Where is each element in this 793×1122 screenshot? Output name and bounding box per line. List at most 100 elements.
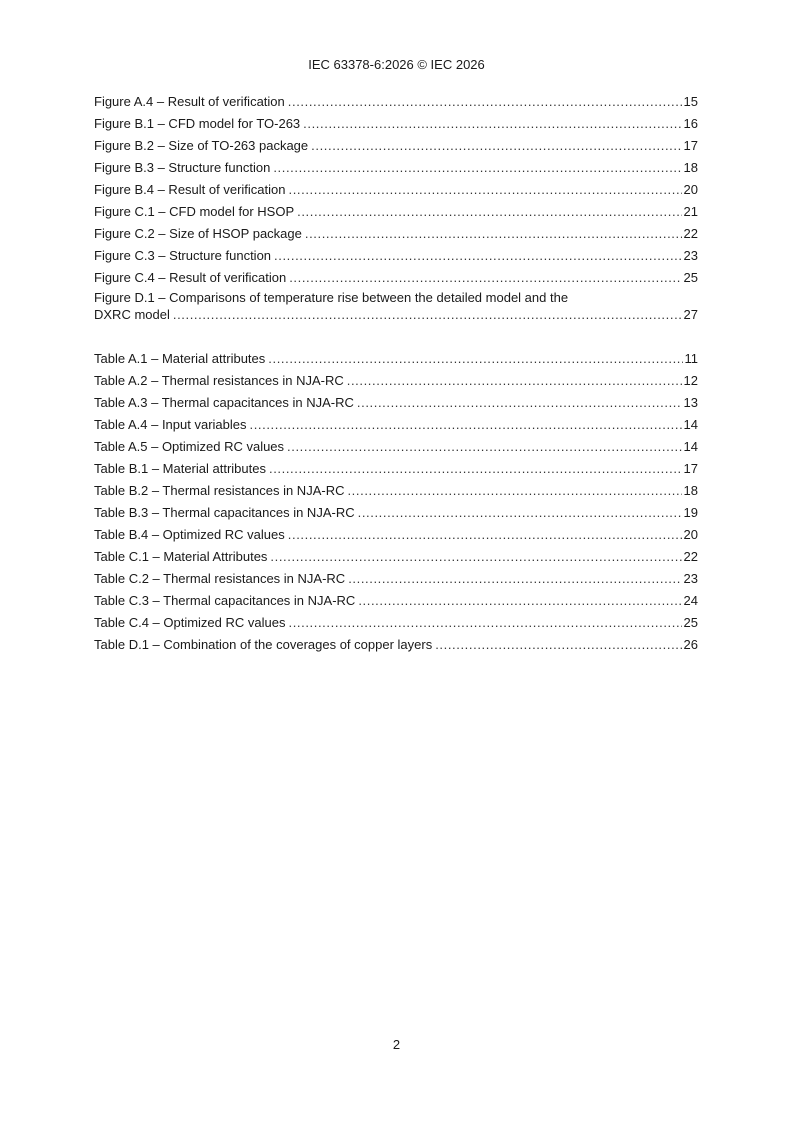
toc-entry-table[interactable]: Table C.4 – Optimized RC values 25 bbox=[94, 612, 698, 634]
toc-entry-figure[interactable]: Figure B.1 – CFD model for TO-263 16 bbox=[94, 113, 698, 135]
toc-entry-figure[interactable]: Figure B.2 – Size of TO-263 package 17 bbox=[94, 135, 698, 157]
toc-entry-page: 12 bbox=[683, 373, 698, 388]
toc-entry-title: Figure B.1 – CFD model for TO-263 bbox=[94, 116, 301, 131]
toc-entry-table[interactable]: Table C.1 – Material Attributes 22 bbox=[94, 546, 698, 568]
toc-entry-page: 20 bbox=[683, 527, 698, 542]
toc-entry-figure-d1[interactable]: Figure D.1 – Comparisons of temperature … bbox=[94, 289, 698, 323]
toc-entry-title: Table C.4 – Optimized RC values bbox=[94, 615, 286, 630]
toc-entry-table[interactable]: Table B.4 – Optimized RC values 20 bbox=[94, 524, 698, 546]
toc-entry-table[interactable]: Table A.5 – Optimized RC values 14 bbox=[94, 436, 698, 458]
toc-entry-page: 13 bbox=[683, 395, 698, 410]
toc-entry-page: 25 bbox=[683, 615, 698, 630]
toc-entry-page: 16 bbox=[683, 116, 698, 131]
toc-entry-figure[interactable]: Figure B.4 – Result of verification 20 bbox=[94, 179, 698, 201]
toc-entry-title: Table B.3 – Thermal capacitances in NJA-… bbox=[94, 505, 355, 520]
toc-entry-figure[interactable]: Figure A.4 – Result of verification 15 bbox=[94, 91, 698, 113]
toc-entry-title: Figure B.3 – Structure function bbox=[94, 160, 271, 175]
toc-entry-page: 15 bbox=[683, 94, 698, 109]
toc-entry-page: 23 bbox=[683, 248, 698, 263]
toc-entry-page: 11 bbox=[684, 351, 699, 366]
dot-leader bbox=[347, 370, 682, 392]
list-of-tables: Table A.1 – Material attributes11Table A… bbox=[94, 348, 698, 656]
toc-entry-page: 23 bbox=[683, 571, 698, 586]
toc-entry-page: 22 bbox=[683, 549, 698, 564]
dot-leader bbox=[250, 414, 682, 436]
dot-leader bbox=[287, 436, 681, 458]
toc-entry-table[interactable]: Table B.1 – Material attributes 17 bbox=[94, 458, 698, 480]
toc-entry-title: Table C.3 – Thermal capacitances in NJA-… bbox=[94, 593, 356, 608]
toc-entry-title: Figure C.4 – Result of verification bbox=[94, 270, 287, 285]
toc-entry-title: Table A.1 – Material attributes bbox=[94, 351, 266, 366]
toc-entry-page: 20 bbox=[683, 182, 698, 197]
dot-leader bbox=[347, 480, 681, 502]
toc-entry-page: 17 bbox=[683, 461, 698, 476]
toc-entry-page: 18 bbox=[683, 160, 698, 175]
toc-entry-title: Table C.2 – Thermal resistances in NJA-R… bbox=[94, 571, 346, 586]
toc-entry-title: Table A.2 – Thermal resistances in NJA-R… bbox=[94, 373, 344, 388]
toc-entry-title: Table B.2 – Thermal resistances in NJA-R… bbox=[94, 483, 345, 498]
toc-entry-page: 14 bbox=[683, 417, 698, 432]
toc-entry-page: 22 bbox=[683, 226, 698, 241]
toc-entry-title: Table D.1 – Combination of the coverages… bbox=[94, 637, 433, 652]
toc-entry-page: 27 bbox=[683, 307, 698, 322]
toc-entry-title: Table A.3 – Thermal capacitances in NJA-… bbox=[94, 395, 354, 410]
toc-entry-figure[interactable]: Figure C.3 – Structure function 23 bbox=[94, 245, 698, 267]
toc-entry-title: Table C.1 – Material Attributes bbox=[94, 549, 268, 564]
toc-entry-title: Figure A.4 – Result of verification bbox=[94, 94, 285, 109]
toc-entry-table[interactable]: Table A.2 – Thermal resistances in NJA-R… bbox=[94, 370, 698, 392]
dot-leader bbox=[288, 612, 681, 634]
page-number: 2 bbox=[392, 1037, 401, 1052]
toc-entry-figure[interactable]: Figure B.3 – Structure function 18 bbox=[94, 157, 698, 179]
toc-entry-figure[interactable]: Figure C.2 – Size of HSOP package 22 bbox=[94, 223, 698, 245]
toc-entry-title: Table A.4 – Input variables bbox=[94, 417, 247, 432]
toc-entry-table[interactable]: Table D.1 – Combination of the coverages… bbox=[94, 634, 698, 656]
toc-entry-title: Figure C.3 – Structure function bbox=[94, 248, 272, 263]
toc-entry-figure[interactable]: Figure C.1 – CFD model for HSOP 21 bbox=[94, 201, 698, 223]
toc-entry-page: 24 bbox=[683, 593, 698, 608]
toc-entry-table[interactable]: Table A.4 – Input variables 14 bbox=[94, 414, 698, 436]
dot-leader bbox=[303, 113, 681, 135]
toc-entry-title: Figure B.2 – Size of TO-263 package bbox=[94, 138, 309, 153]
dot-leader bbox=[288, 179, 681, 201]
toc-entry-title: Figure C.2 – Size of HSOP package bbox=[94, 226, 302, 241]
toc-entry-title: Table B.1 – Material attributes bbox=[94, 461, 266, 476]
dot-leader bbox=[288, 524, 682, 546]
toc-entry-page: 21 bbox=[683, 204, 698, 219]
dot-leader bbox=[173, 306, 682, 323]
toc-entry-table[interactable]: Table B.2 – Thermal resistances in NJA-R… bbox=[94, 480, 698, 502]
dot-leader bbox=[273, 157, 681, 179]
dot-leader bbox=[297, 201, 681, 223]
dot-leader bbox=[348, 568, 681, 590]
dot-leader bbox=[358, 502, 682, 524]
toc-entry-title: Table A.5 – Optimized RC values bbox=[94, 439, 285, 454]
dot-leader bbox=[357, 392, 682, 414]
toc-entry-title: Figure C.1 – CFD model for HSOP bbox=[94, 204, 295, 219]
toc-entry-page: 17 bbox=[683, 138, 698, 153]
toc-entry-title: Table B.4 – Optimized RC values bbox=[94, 527, 285, 542]
toc-entry-table[interactable]: Table C.3 – Thermal capacitances in NJA-… bbox=[94, 590, 698, 612]
dot-leader bbox=[288, 91, 682, 113]
toc-entry-page: 18 bbox=[683, 483, 698, 498]
running-header: IEC 63378-6:2026 © IEC 2026 bbox=[308, 57, 485, 72]
toc-entry-table[interactable]: Table A.1 – Material attributes 11 bbox=[94, 348, 698, 370]
dot-leader bbox=[311, 135, 681, 157]
toc-entry-page: 14 bbox=[683, 439, 698, 454]
toc-entry-table[interactable]: Table A.3 – Thermal capacitances in NJA-… bbox=[94, 392, 698, 414]
dot-leader bbox=[274, 245, 682, 267]
toc-entry-figure[interactable]: Figure C.4 – Result of verification 25 bbox=[94, 267, 698, 289]
toc-entry-title-line2: DXRC model bbox=[94, 307, 170, 322]
dot-leader bbox=[270, 546, 681, 568]
dot-leader bbox=[269, 458, 682, 480]
dot-leader bbox=[435, 634, 681, 656]
toc-entry-page: 26 bbox=[683, 637, 698, 652]
toc-entry-title-line1: Figure D.1 – Comparisons of temperature … bbox=[94, 290, 569, 305]
list-of-figures: Figure A.4 – Result of verification15Fig… bbox=[94, 91, 698, 323]
dot-leader bbox=[268, 348, 682, 370]
toc-entry-table[interactable]: Table C.2 – Thermal resistances in NJA-R… bbox=[94, 568, 698, 590]
toc-entry-page: 19 bbox=[683, 505, 698, 520]
toc-entry-title: Figure B.4 – Result of verification bbox=[94, 182, 286, 197]
toc-entry-table[interactable]: Table B.3 – Thermal capacitances in NJA-… bbox=[94, 502, 698, 524]
dot-leader bbox=[305, 223, 682, 245]
dot-leader bbox=[289, 267, 681, 289]
dot-leader bbox=[358, 590, 681, 612]
